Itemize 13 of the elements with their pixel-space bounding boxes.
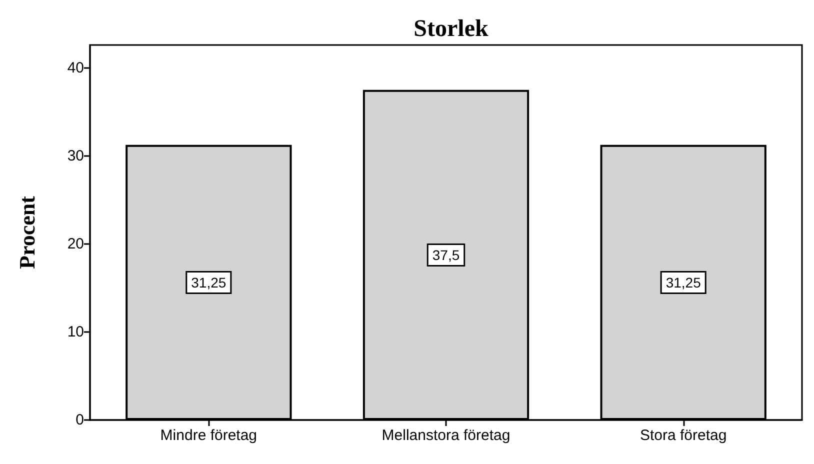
data-label: 37,5 xyxy=(432,246,460,263)
data-label: 31,25 xyxy=(666,274,702,290)
data-label: 31,25 xyxy=(191,274,226,290)
x-tick-label: Mindre företag xyxy=(160,427,258,444)
y-tick-label: 0 xyxy=(76,412,84,428)
y-tick-label: 30 xyxy=(67,147,84,164)
x-tick-label: Stora företag xyxy=(640,427,727,444)
y-tick-label: 40 xyxy=(67,59,84,76)
y-tick-label: 20 xyxy=(67,235,84,252)
y-tick-label: 10 xyxy=(67,323,84,340)
chart-title: Storlek xyxy=(414,16,489,42)
y-axis-title: Procent xyxy=(14,195,40,269)
x-tick-label: Mellanstora företag xyxy=(382,427,510,444)
